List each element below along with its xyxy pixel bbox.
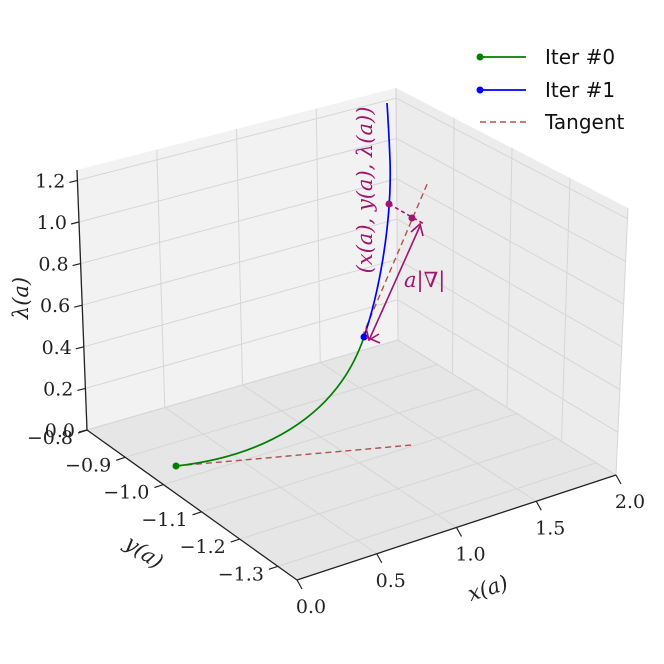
x-grid-back: [395, 87, 399, 341]
x-grid-wall: [561, 177, 571, 442]
y-tick: [268, 565, 279, 570]
x-grid-back: [156, 149, 166, 408]
y-tick: [230, 538, 240, 543]
arrowhead-bottom: [365, 327, 380, 342]
x-grid-floor: [319, 362, 537, 502]
floor-pane: [87, 340, 616, 580]
tangent-lines: [175, 181, 429, 467]
y-tick-label: −1.3: [218, 563, 264, 585]
y-tick-label: −1.1: [141, 509, 187, 531]
z-tick: [74, 304, 83, 308]
step-label: a|∇|: [404, 268, 445, 293]
x-tick-label: 2.0: [615, 491, 645, 513]
x-grid-floor: [164, 407, 378, 555]
y-tick-label: −0.9: [65, 454, 111, 476]
z-grid-right: [396, 178, 624, 305]
x-tick: [535, 500, 542, 511]
legend: Iter #0 Iter #1 Tangent: [476, 45, 625, 134]
z-tick-label: 0.6: [40, 295, 70, 317]
z-grid-right: [397, 299, 619, 433]
y-tick-label: −1.0: [103, 482, 149, 504]
x-tick: [296, 579, 303, 590]
z-tick-label: 1.0: [37, 212, 67, 234]
tick-labels: 0.0 0.5 1.0 1.5 2.0 −0.8 −0.9 −1.0 −1.1 −1.2 −1.3 0…: [27, 170, 645, 618]
z-tick-label: 1.2: [35, 170, 65, 192]
x-tick: [376, 553, 383, 564]
tick-marks: [69, 179, 622, 590]
y-tick-label: −0.8: [27, 427, 73, 449]
z-tick: [77, 387, 86, 391]
y-grid-floor: [125, 364, 438, 458]
x-grid-back: [315, 108, 321, 363]
tangent-line-iter1: [361, 181, 429, 338]
z-tick: [72, 263, 81, 267]
x-tick-label: 0.5: [376, 570, 406, 592]
y-tick: [115, 456, 126, 461]
z-tick-label: 0.8: [38, 254, 68, 276]
arrow-end-cap: [365, 336, 381, 344]
x-grid-floor: [242, 384, 457, 528]
x-grid-wall: [615, 207, 629, 476]
z-axis-spine: [76, 169, 88, 431]
z-axis-label: λ(a): [9, 277, 33, 320]
y-tick: [192, 511, 202, 516]
z-grid-right: [396, 137, 626, 262]
z-grid-right: [397, 339, 617, 476]
x-grid-back: [236, 128, 243, 386]
x-axis-label: x(a): [465, 571, 511, 606]
iter0-start-point: [172, 462, 180, 470]
iter0-curve: [175, 336, 365, 467]
x-grid-wall: [452, 117, 455, 374]
y-tick: [154, 483, 164, 489]
z-tick: [70, 221, 80, 225]
legend-tangent-label: Tangent: [544, 110, 625, 134]
y-axis-spine: [86, 429, 298, 581]
z-tick: [78, 429, 88, 433]
y-grid-floor: [239, 437, 557, 540]
y-grid-floor: [163, 388, 478, 486]
y-tick-label: −1.2: [180, 536, 226, 558]
x-tick-label: 1.5: [535, 517, 565, 539]
z-tick: [69, 179, 78, 183]
x-tick-label: 1.0: [455, 544, 485, 566]
z-grid-right: [395, 97, 628, 220]
iter1-start-point: [360, 333, 368, 341]
z-grid-right: [397, 258, 621, 390]
z-grid-right: [396, 218, 623, 348]
x-tick: [615, 474, 622, 485]
z-tick-label: 0.2: [43, 378, 73, 400]
z-tick-label: 0.0: [45, 420, 75, 442]
iter1-curve: [363, 102, 392, 338]
x-tick: [455, 527, 463, 537]
step-annotation: [365, 203, 425, 344]
y-grid-floor: [277, 462, 597, 567]
step-arrow-shaft: [369, 225, 421, 339]
z-tick-label: 0.4: [42, 337, 72, 359]
legend-iter0-label: Iter #0: [545, 45, 615, 69]
y-axis-label: y(a): [120, 530, 168, 574]
legend-iter0-marker: [476, 53, 484, 61]
arrowhead-top: [410, 222, 424, 237]
y-grid-floor: [201, 413, 518, 513]
legend-iter1-label: Iter #1: [545, 78, 615, 102]
x-tick-label: 0.0: [296, 596, 326, 618]
legend-iter1-marker: [476, 86, 484, 94]
curve-label: (x(a), y(a), λ(a)): [353, 107, 377, 274]
x-grid-wall: [506, 147, 513, 408]
z-tick: [75, 346, 84, 350]
